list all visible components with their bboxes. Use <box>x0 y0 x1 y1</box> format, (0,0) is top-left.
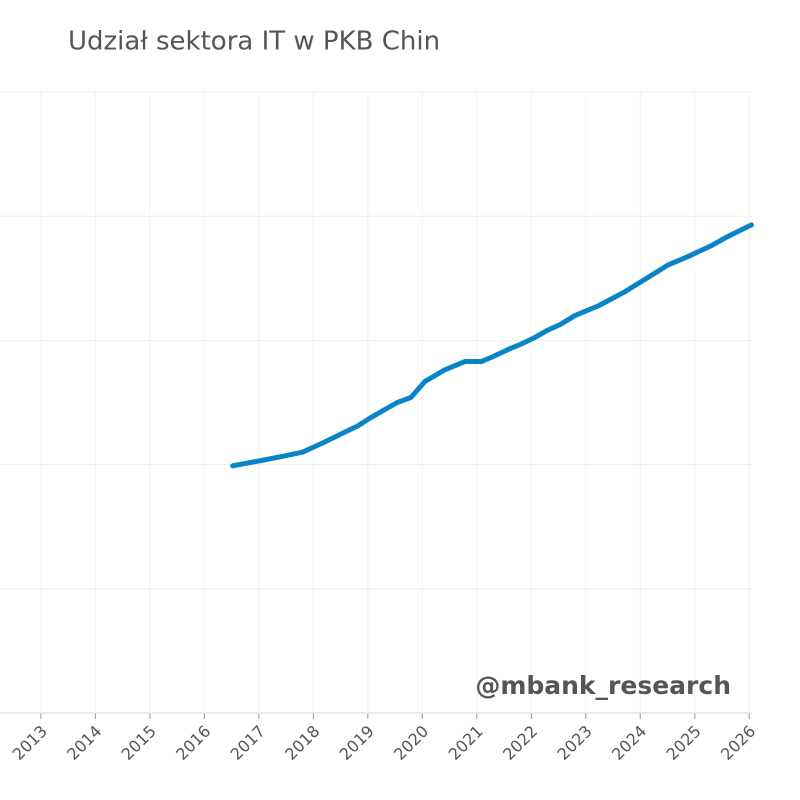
x-tick-label: 2015 <box>118 722 160 764</box>
line <box>230 222 754 469</box>
x-tick-label: 2026 <box>717 722 759 764</box>
x-tick-label: 2017 <box>227 722 269 764</box>
x-tick-label: 2025 <box>663 722 705 764</box>
x-tick-label: 2019 <box>336 722 378 764</box>
x-tick-label: 2024 <box>608 722 650 764</box>
x-tick-label: 2022 <box>499 722 541 764</box>
watermark: @mbank_research <box>475 671 731 700</box>
x-tick-label: 2014 <box>63 722 105 764</box>
chart-title: Udział sektora IT w PKB Chin <box>68 27 440 57</box>
x-tick-label: 2021 <box>445 722 487 764</box>
x-tick-label: 2016 <box>172 722 214 764</box>
x-tick-label: 2018 <box>281 722 323 764</box>
x-tick-label: 2013 <box>9 722 51 764</box>
x-tick-label: 2023 <box>554 722 596 764</box>
x-tick-label: 2020 <box>390 722 432 764</box>
